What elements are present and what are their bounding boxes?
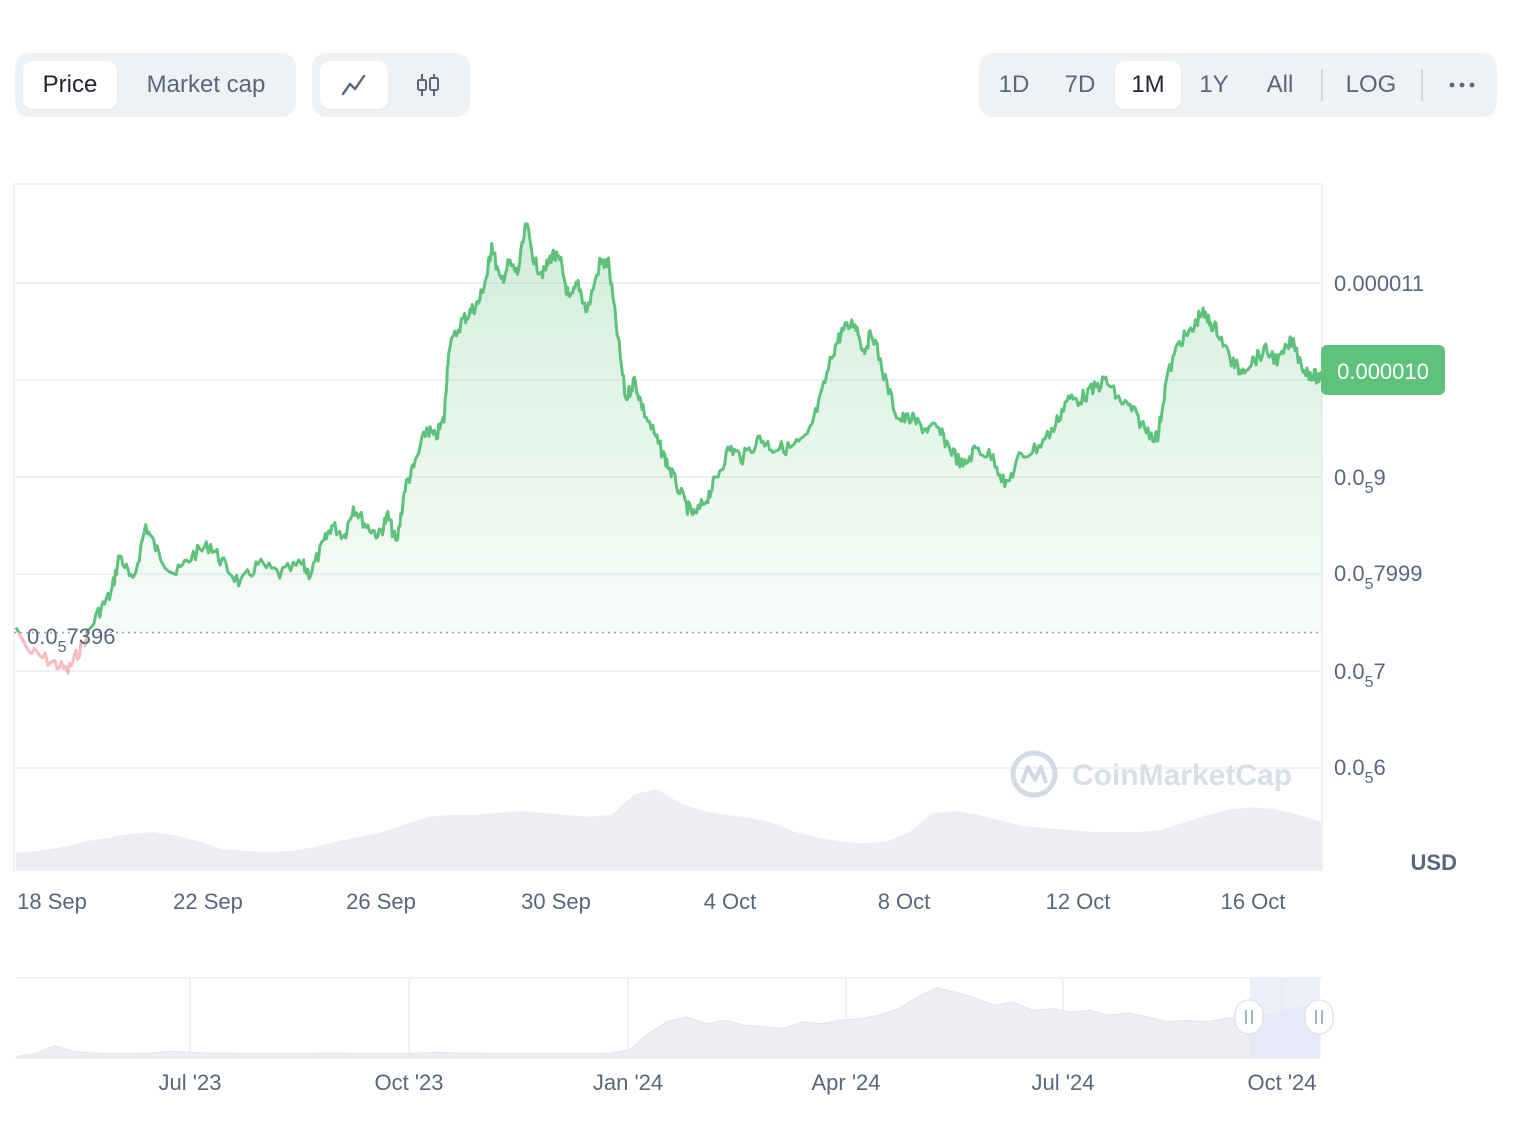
more-dots-icon <box>1449 82 1475 88</box>
navigator-x-label: Oct '23 <box>374 1070 443 1095</box>
more-options-button[interactable] <box>1431 61 1493 109</box>
current-price-badge: 0.000010 <box>1321 345 1445 395</box>
x-tick-label: 22 Sep <box>173 889 243 914</box>
watermark-text: CoinMarketCap <box>1072 759 1292 792</box>
x-tick-label: 8 Oct <box>878 889 931 914</box>
price-tab[interactable]: Price <box>23 61 117 109</box>
navigator-x-label: Jul '23 <box>159 1070 222 1095</box>
navigator-right-handle[interactable] <box>1304 999 1334 1035</box>
log-scale-button[interactable]: LOG <box>1345 71 1397 98</box>
range-navigator[interactable]: Jul '23 Oct '23 Jan '24 Apr '24 Jul '24 … <box>15 977 1334 1095</box>
x-tick-label: 30 Sep <box>521 889 591 914</box>
y-axis: 0.056 0.057 0.057999 0.059 0.000011 <box>1334 271 1424 787</box>
y-axis-unit: USD <box>1411 850 1457 875</box>
navigator-left-handle-body[interactable] <box>1234 999 1264 1035</box>
candlestick-button[interactable] <box>394 61 462 109</box>
navigator-x-label: Jan '24 <box>593 1070 663 1095</box>
volume-area <box>16 789 1322 870</box>
range-1d-button[interactable]: 1D <box>998 71 1030 98</box>
coinmarketcap-logo-mark <box>1020 765 1048 784</box>
toolbar-divider <box>1321 69 1323 101</box>
y-tick-label: 0.057 <box>1334 659 1386 691</box>
navigator-left-handle[interactable] <box>1234 999 1264 1035</box>
x-axis: 18 Sep 22 Sep 26 Sep 30 Sep 4 Oct 8 Oct … <box>17 889 1285 914</box>
range-7d-button[interactable]: 7D <box>1064 71 1096 98</box>
range-all-button[interactable]: All <box>1266 71 1294 98</box>
baseline-label: 0.057396 <box>27 624 115 656</box>
navigator-area <box>15 986 1321 1059</box>
toolbar-divider <box>1421 69 1423 101</box>
watermark: CoinMarketCap <box>1010 750 1292 798</box>
x-tick-label: 12 Oct <box>1046 889 1111 914</box>
y-tick-label: 0.056 <box>1334 755 1386 787</box>
market-cap-tab[interactable]: Market cap <box>146 71 266 98</box>
current-price-label: 0.000010 <box>1337 359 1429 384</box>
navigator-right-handle-body[interactable] <box>1304 999 1334 1035</box>
metric-toggle: Price Market cap <box>15 53 296 117</box>
x-tick-label: 16 Oct <box>1221 889 1286 914</box>
y-tick-label: 0.059 <box>1334 465 1386 497</box>
line-chart-icon <box>341 74 366 96</box>
volume-bars <box>16 789 1322 870</box>
x-tick-label: 26 Sep <box>346 889 416 914</box>
chart-type-toggle <box>312 53 470 117</box>
y-tick-label: 0.000011 <box>1334 271 1424 296</box>
navigator-x-label: Apr '24 <box>811 1070 880 1095</box>
y-tick-label: 0.057999 <box>1334 561 1422 593</box>
range-1y-button[interactable]: 1Y <box>1199 71 1229 98</box>
price-area <box>16 223 1322 633</box>
current-price-badge-bg <box>1321 345 1445 395</box>
x-tick-label: 4 Oct <box>704 889 757 914</box>
x-tick-label: 18 Sep <box>17 889 87 914</box>
navigator-x-label: Oct '24 <box>1247 1070 1316 1095</box>
coinmarketcap-logo <box>1010 750 1058 798</box>
navigator-x-label: Jul '24 <box>1032 1070 1095 1095</box>
price-line-above-baseline <box>14 222 1324 633</box>
candlestick-icon <box>417 74 439 96</box>
time-range-toggle: 1D 7D 1M 1Y All LOG <box>979 53 1497 117</box>
line-chart-button[interactable] <box>320 61 388 109</box>
range-1m-button[interactable]: 1M <box>1115 61 1181 109</box>
